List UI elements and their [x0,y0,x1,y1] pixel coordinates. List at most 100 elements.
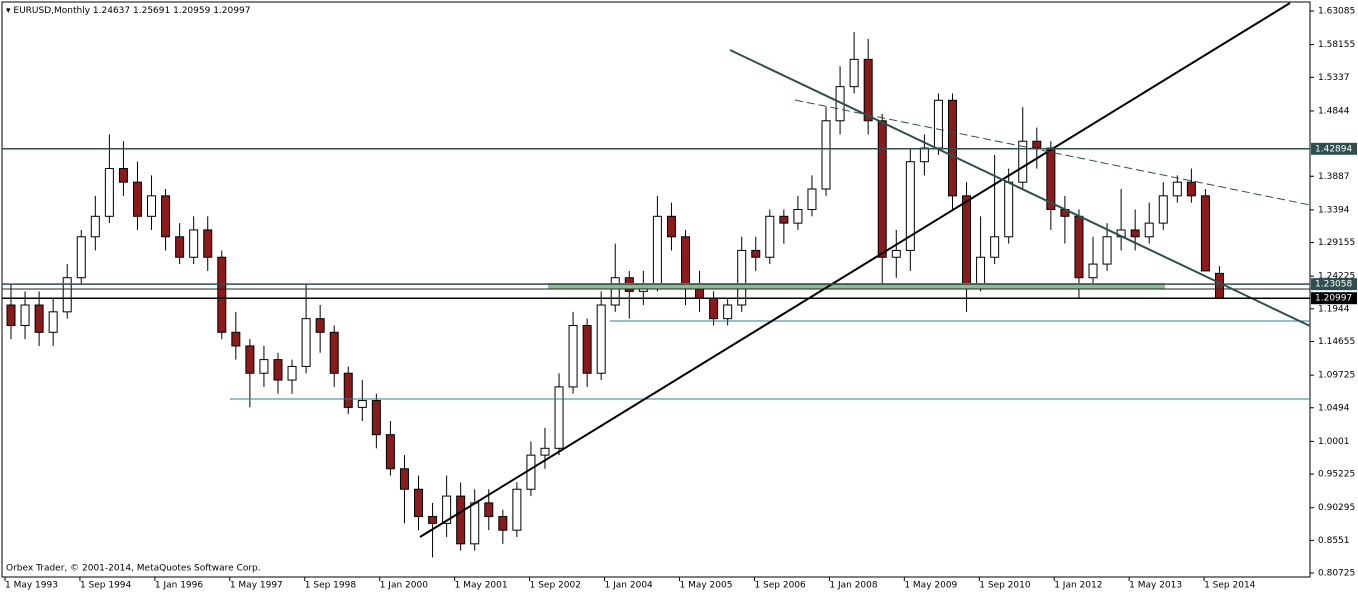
candle-body [189,229,199,258]
candle-body [709,297,719,320]
candle-body [905,161,915,251]
y-tick-label: 1.4844 [1318,106,1350,116]
candle-body [723,304,733,320]
y-tick-label: 0.80725 [1318,569,1355,579]
y-tick-label: 1.0001 [1318,437,1350,447]
high: 1.25691 [133,6,170,16]
candle-body [62,277,72,313]
candle-body [751,249,761,258]
x-tick-label: 1 Sep 2010 [979,581,1031,591]
x-tick-label: 1 May 2005 [679,581,732,591]
x-tick-label: 1 May 2009 [904,581,957,591]
candle-body [414,488,424,518]
price-label-box [1311,278,1357,291]
candle-body [132,181,142,217]
candle-body [287,365,297,381]
candle-body [343,372,353,408]
candle-body [104,168,114,217]
candle-body [175,236,185,258]
candle-body [498,516,508,531]
price-label-box [1311,292,1357,305]
y-tick-label: 1.09725 [1318,371,1355,381]
candle-body [526,454,536,490]
candle-body [161,195,171,238]
candle-body [1130,229,1140,238]
candle-body [891,249,901,258]
candle-body [1200,195,1210,272]
x-tick-label: 1 May 2001 [455,581,508,591]
candle-body [329,331,339,374]
x-tick-label: 1 Sep 2006 [754,581,806,591]
candle-body [315,318,325,333]
candle-body [118,168,128,183]
candle-body [1032,140,1042,149]
copyright: Orbex Trader, © 2001-2014, MetaQuotes So… [6,564,261,574]
x-tick-label: 1 May 1993 [5,581,58,591]
candle-body [976,256,986,286]
candle-body [1074,215,1084,279]
candle-body [990,236,1000,258]
candle-body [1144,222,1154,238]
candle-body [76,236,86,279]
candle-body [540,447,550,456]
y-tick-label: 1.5337 [1318,73,1350,83]
y-tick-label: 1.3394 [1318,205,1350,215]
candle-body [301,318,311,367]
x-tick-label: 1 Sep 2002 [530,581,581,591]
candle-body [147,195,157,217]
symbol: EURUSD,Monthly [13,6,90,16]
trend-line [419,2,1291,538]
candle-body [680,236,690,286]
low: 1.20959 [173,6,210,16]
candle-body [1088,263,1098,279]
candle-body [245,345,255,374]
candle-body [807,188,817,210]
candle-body [554,386,564,449]
candle-body [962,195,972,286]
candle-body [793,208,803,224]
candle-body [1004,181,1014,238]
candle-body [1018,140,1028,183]
candle-body [582,324,592,374]
x-tick-label: 1 Sep 1994 [80,581,132,591]
candle-body [821,120,831,190]
candle-body [20,304,30,326]
candle-body [877,120,887,258]
candle-body [48,311,58,333]
candle-body [652,215,662,286]
x-tick-label: 1 Sep 2014 [1204,581,1256,591]
candle-body [385,434,395,470]
candle-body [1214,272,1224,299]
candle-body [933,99,943,149]
open: 1.24637 [93,6,130,16]
candle-body [399,468,409,490]
candle-body [596,304,606,374]
trend-line [729,49,1311,327]
candle-body [1158,195,1168,224]
x-tick-label: 1 Jan 2004 [605,581,653,591]
candle-body [610,277,620,306]
candle-body [737,249,747,306]
candle-body [6,304,16,326]
price-label: 1.23058 [1315,280,1352,290]
y-tick-label: 1.63085 [1318,7,1355,17]
y-tick-label: 0.95225 [1318,470,1355,480]
candle-body [484,502,494,518]
candle-body [203,229,213,258]
price-label: 1.20997 [1315,294,1352,304]
candle-body [666,215,676,238]
candle-body [34,304,44,333]
candle-body [512,488,522,531]
support-zone [548,283,1165,289]
candle-body [456,495,466,545]
candle-body [779,215,789,224]
candle-body [568,324,578,388]
y-tick-label: 1.24225 [1318,272,1355,282]
candle-body [231,331,241,347]
candle-body [1102,236,1112,265]
x-tick-label: 1 May 2013 [1129,581,1182,591]
x-tick-label: 1 May 1997 [230,581,283,591]
candle-body [1186,181,1196,197]
price-label-box [1311,142,1357,155]
